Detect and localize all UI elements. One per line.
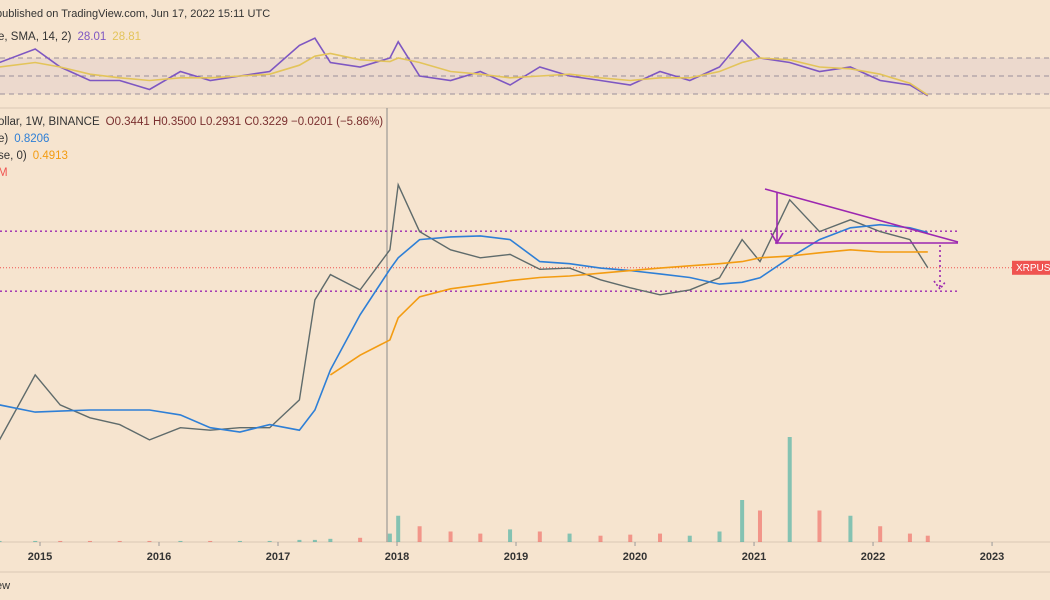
volume-bar [448,531,453,542]
volume-bar [787,437,792,542]
arrow-head [770,232,784,245]
pattern-drawings [764,188,959,291]
volume-legend: M [0,167,8,179]
price-legend: ollar, 1W, BINANCE O0.3441 H0.3500 L0.293… [0,116,389,128]
volume-bar [267,540,272,542]
volume-bar [848,515,853,542]
published-note: published on TradingView.com, Jun 17, 20… [0,8,270,20]
volume-bar [387,533,392,542]
x-tick-label: 2018 [385,551,409,563]
volume-bar [907,533,912,542]
volume-bar [208,540,213,542]
volume-bar [358,537,363,542]
volume-bar [687,535,692,542]
volume-bar [508,529,513,542]
volume-bar [567,533,572,542]
price-tag-label: XRPUS [1016,263,1050,274]
ohlc: O0.3441 H0.3500 L0.2931 C0.3229 −0.0201 … [105,116,384,128]
volume-bar [147,540,152,542]
volume-bar [925,535,930,542]
price-tag [1012,260,1050,275]
x-tick-label: 2017 [266,551,290,563]
rsi-line [0,37,929,97]
volume-bar [328,538,333,542]
volume-bar [658,533,663,542]
rsi-legend: e, SMA, 14, 2) 28.01 28.81 [0,31,147,43]
volume-bar [740,500,745,542]
volume-bar [717,531,722,542]
volume-bar [417,526,422,542]
volume-bar [598,535,603,542]
ma-value: 0.8206 [14,133,50,145]
volume-bar [87,540,92,542]
ma-legend: se, 0) 0.4913 [0,150,74,162]
x-tick-label: 2023 [980,551,1004,563]
volume-bar [628,534,633,542]
x-tick-label: 2019 [504,551,528,563]
arrow-head [933,280,947,291]
price-line [0,182,929,441]
volume-bar [237,540,242,542]
x-tick-label: 2021 [742,551,766,563]
footer-brand: ew [0,580,10,592]
volume-bar [33,540,38,542]
volume-bar [817,510,822,542]
ma-value: 0.4913 [32,150,68,162]
ma-name: e) [0,133,9,145]
x-tick-label: 2016 [147,551,171,563]
volume-bar [396,515,401,542]
volume-bar [178,540,183,542]
moving-average [0,223,929,433]
x-tick-label: 2015 [28,551,52,563]
ma-name: se, 0) [0,150,27,162]
volume-bar [58,540,63,542]
ma-legend: e) 0.8206 [0,133,55,145]
rsi-value: 28.01 [77,31,107,43]
moving-average [329,248,928,376]
volume-bar [478,533,483,542]
volume-bar [312,539,317,542]
volume-bar [878,526,883,542]
rsi-line [0,52,929,96]
x-tick-label: 2022 [861,551,885,563]
rsi-label: e, SMA, 14, 2) [0,31,72,43]
trendline [764,188,959,243]
volume-bar [537,531,542,542]
volume-bar [117,540,122,542]
volume-bar [297,539,302,542]
rsi-sma-value: 28.81 [112,31,142,43]
volume-bar [0,540,2,542]
volume-bar [757,510,762,542]
x-tick-label: 2020 [623,551,647,563]
symbol: ollar, 1W, BINANCE [0,116,100,128]
